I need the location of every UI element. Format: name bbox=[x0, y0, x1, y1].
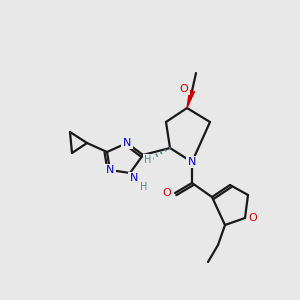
Text: H: H bbox=[144, 155, 152, 165]
Polygon shape bbox=[187, 90, 194, 108]
Text: N: N bbox=[130, 173, 138, 183]
Text: O: O bbox=[180, 84, 188, 94]
Text: N: N bbox=[106, 165, 114, 175]
Text: H: H bbox=[140, 182, 148, 192]
Text: N: N bbox=[123, 138, 131, 148]
Text: O: O bbox=[163, 188, 171, 198]
Text: N: N bbox=[188, 157, 196, 167]
Text: O: O bbox=[249, 213, 257, 223]
